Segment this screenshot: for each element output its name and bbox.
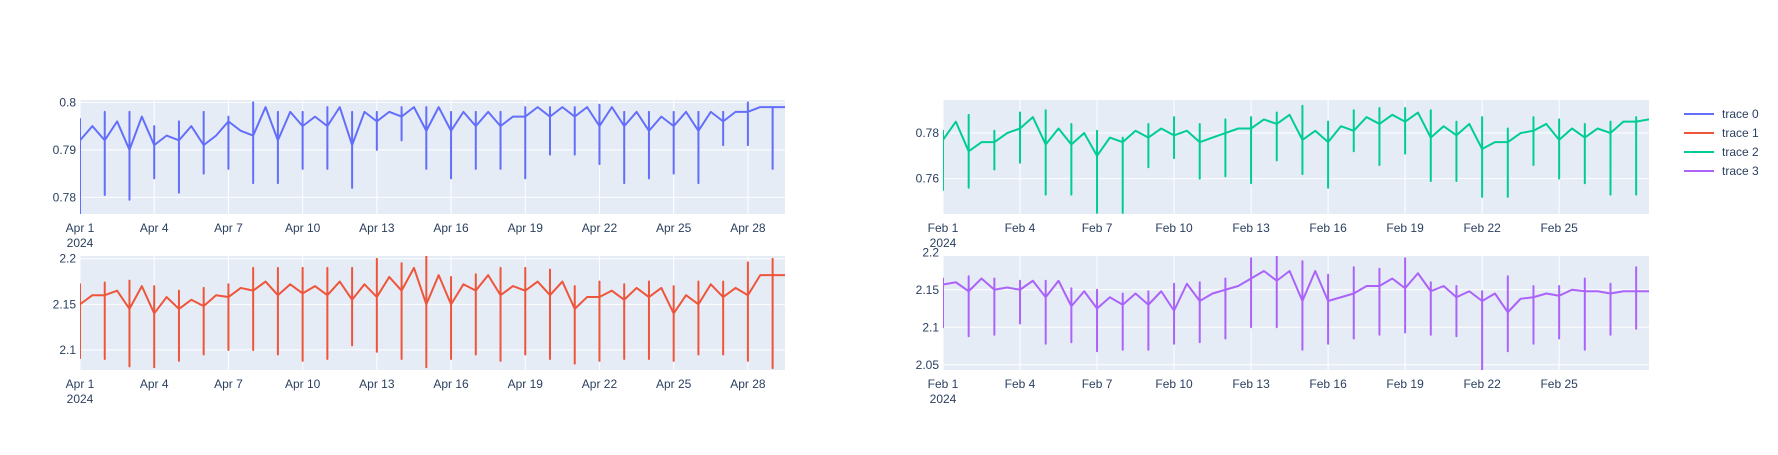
legend-item-trace-0[interactable]: trace 0: [1684, 107, 1759, 121]
x-tick-year: 2024: [930, 392, 957, 406]
x-tick-label: Feb 19: [1386, 221, 1424, 235]
x-tick-label: Apr 1: [66, 377, 95, 391]
x-tick-label: Apr 10: [285, 221, 321, 235]
legend-label: trace 1: [1722, 126, 1759, 140]
x-tick-label: Feb 25: [1540, 377, 1578, 391]
x-tick-label: Feb 25: [1540, 221, 1578, 235]
subplot-top-left: 0.78 0.79 0.8 Apr 1 Apr 4 Apr 7 Apr 10 Apr 13 Ap…: [53, 95, 785, 250]
x-tick-label: Feb 1: [928, 221, 959, 235]
x-tick-label: Feb 4: [1005, 377, 1036, 391]
y-tick-label: 2.05: [916, 358, 940, 372]
y-tick-label: 2.2: [922, 245, 939, 259]
x-tick-label: Apr 25: [656, 377, 692, 391]
x-tick-label: Feb 10: [1155, 377, 1193, 391]
x-tick-label: Apr 4: [140, 221, 169, 235]
y-tick-label: 0.78: [53, 190, 77, 204]
x-tick-label: Feb 7: [1082, 221, 1113, 235]
x-tick-label: Apr 19: [508, 377, 544, 391]
x-tick-label: Apr 28: [730, 377, 766, 391]
x-tick-label: Apr 13: [359, 377, 395, 391]
y-tick-label: 0.76: [916, 172, 940, 186]
legend-item-trace-2[interactable]: trace 2: [1684, 145, 1759, 159]
x-tick-label: Feb 1: [928, 377, 959, 391]
x-tick-label: Apr 28: [730, 221, 766, 235]
x-tick-label: Feb 10: [1155, 221, 1193, 235]
subplot-top-right: 0.76 0.78 Feb 1 Feb 4 Feb 7 Feb 10 Feb 13 Feb 1…: [916, 100, 1649, 250]
x-tick-year: 2024: [67, 236, 94, 250]
legend-item-trace-3[interactable]: trace 3: [1684, 164, 1759, 178]
x-tick-label: Feb 4: [1005, 221, 1036, 235]
x-tick-label: Apr 22: [582, 221, 618, 235]
x-tick-label: Apr 7: [214, 221, 243, 235]
subplot-bottom-right: 2.05 2.1 2.15 2.2 Feb 1 Feb 4 Feb 7 Feb 10 Feb 1…: [916, 245, 1649, 406]
legend-label: trace 2: [1722, 145, 1759, 159]
series-line-trace-1: [80, 256, 785, 370]
y-tick-label: 2.15: [53, 297, 77, 311]
y-tick-label: 0.78: [916, 126, 940, 140]
x-tick-label: Feb 13: [1232, 377, 1270, 391]
legend: trace 0 trace 1 trace 2 trace 3: [1684, 107, 1759, 178]
legend-item-trace-1[interactable]: trace 1: [1684, 126, 1759, 140]
series-line-trace-0: [80, 101, 785, 214]
x-tick-year: 2024: [67, 392, 94, 406]
series-line-trace-3: [943, 256, 1649, 370]
subplot-bottom-left: 2.1 2.15 2.2 Apr 1 Apr 4 Apr 7 Apr 10 Apr 13 Apr…: [53, 252, 785, 406]
x-tick-label: Feb 22: [1463, 377, 1501, 391]
y-tick-label: 2.2: [59, 252, 76, 266]
x-tick-label: Feb 22: [1463, 221, 1501, 235]
y-tick-label: 0.8: [59, 95, 76, 109]
x-tick-label: Feb 19: [1386, 377, 1424, 391]
x-tick-year: 2024: [930, 236, 957, 250]
plot-area: [943, 100, 1649, 214]
x-tick-label: Apr 22: [582, 377, 618, 391]
x-tick-label: Apr 25: [656, 221, 692, 235]
y-tick-label: 2.15: [916, 283, 940, 297]
legend-label: trace 3: [1722, 164, 1759, 178]
x-tick-label: Apr 16: [433, 221, 469, 235]
x-tick-label: Feb 16: [1309, 377, 1347, 391]
x-tick-label: Apr 19: [508, 221, 544, 235]
y-tick-label: 2.1: [59, 343, 76, 357]
x-tick-label: Apr 4: [140, 377, 169, 391]
plot-area: [80, 256, 785, 370]
plot-area: [943, 256, 1649, 370]
x-tick-label: Feb 7: [1082, 377, 1113, 391]
x-tick-label: Apr 13: [359, 221, 395, 235]
y-tick-label: 0.79: [53, 143, 77, 157]
legend-label: trace 0: [1722, 107, 1759, 121]
y-tick-label: 2.1: [922, 320, 939, 334]
x-tick-label: Apr 1: [66, 221, 95, 235]
x-tick-label: Feb 16: [1309, 221, 1347, 235]
series-line-trace-2: [943, 104, 1649, 214]
x-tick-label: Apr 16: [433, 377, 469, 391]
x-tick-label: Feb 13: [1232, 221, 1270, 235]
x-tick-label: Apr 7: [214, 377, 243, 391]
x-tick-label: Apr 10: [285, 377, 321, 391]
